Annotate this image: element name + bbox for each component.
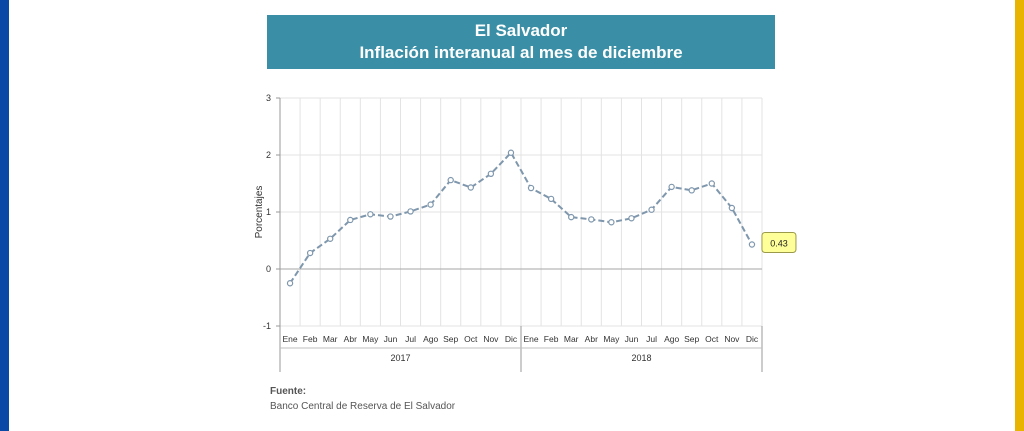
x-tick-label: Nov: [483, 334, 499, 344]
x-tick-label: Abr: [585, 334, 598, 344]
x-tick-label: Mar: [564, 334, 579, 344]
x-tick-label: Jul: [405, 334, 416, 344]
data-point: [487, 170, 495, 178]
callout-box: [761, 231, 797, 253]
y-tick-label: 2: [266, 150, 271, 160]
chart-subtitle: Inflación interanual al mes de diciembre: [359, 43, 683, 62]
x-tick-label: May: [362, 334, 379, 344]
x-tick-label: Feb: [303, 334, 318, 344]
data-point: [447, 176, 454, 184]
callout-text: 0.43: [770, 238, 788, 248]
data-point: [547, 195, 555, 203]
data-point: [306, 249, 314, 257]
data-point: [608, 219, 615, 226]
x-tick-label: May: [603, 334, 620, 344]
data-point: [347, 216, 354, 224]
right-edge-bar: [1015, 0, 1024, 431]
y-tick-label: 1: [266, 207, 271, 217]
inflation-line: [289, 151, 753, 284]
source-label: Fuente:: [270, 386, 307, 397]
y-tick-label: 0: [266, 264, 271, 274]
left-edge-bar: [0, 0, 9, 431]
data-point: [427, 201, 434, 208]
series-line: [289, 151, 753, 284]
y-tick-label: 3: [266, 93, 271, 103]
x-tick-label: Nov: [724, 334, 740, 344]
x-tick-label: Ene: [282, 334, 297, 344]
x-tick-labels: Ene Feb Mar Abr May Jun Jul Ago Sep Oct Nov Dic Ene F…: [282, 334, 758, 363]
data-point: [367, 211, 374, 218]
x-tick-label: Oct: [464, 334, 478, 344]
data-point: [467, 184, 474, 191]
year-label: 2017: [390, 353, 410, 363]
x-tick-label: Jul: [646, 334, 657, 344]
data-point: [748, 241, 756, 248]
x-tick-label: Ago: [423, 334, 438, 344]
data-point: [728, 204, 736, 212]
y-tick-label: -1: [263, 321, 271, 331]
data-point: [407, 208, 414, 215]
x-tick-label: Oct: [705, 334, 719, 344]
chart-axes: [276, 97, 763, 372]
x-tick-label: Feb: [544, 334, 559, 344]
data-point: [507, 149, 515, 156]
chart-gridlines: [279, 97, 763, 327]
data-point: [708, 180, 715, 187]
data-point: [588, 216, 595, 223]
chart-title-banner: El Salvador Inflación interanual al mes …: [267, 15, 775, 69]
x-tick-label: Ene: [523, 334, 538, 344]
y-axis-label: Porcentajes: [254, 186, 265, 239]
x-tick-label: Dic: [746, 334, 759, 344]
chart-title: El Salvador: [474, 21, 568, 40]
data-point: [568, 213, 575, 221]
x-tick-label: Sep: [684, 334, 699, 344]
x-tick-label: Mar: [323, 334, 338, 344]
x-tick-label: Sep: [443, 334, 458, 344]
data-point: [387, 213, 394, 220]
x-tick-label: Ago: [664, 334, 679, 344]
data-label-callout: 0.43: [761, 231, 797, 253]
x-tick-label: Abr: [344, 334, 357, 344]
data-point: [648, 206, 655, 213]
data-point: [628, 215, 635, 222]
data-point: [527, 184, 535, 192]
series-markers: [286, 149, 756, 287]
data-point: [668, 183, 675, 191]
x-tick-label: Dic: [505, 334, 518, 344]
x-tick-label: Jun: [384, 334, 398, 344]
data-point: [327, 235, 334, 242]
data-point: [688, 187, 695, 194]
x-tick-label: Jun: [625, 334, 639, 344]
y-tick-labels: -1 0 1 2 3: [263, 93, 271, 331]
data-point: [286, 280, 294, 287]
source-text: Banco Central de Reserva de El Salvador: [270, 401, 456, 412]
year-label: 2018: [631, 353, 651, 363]
